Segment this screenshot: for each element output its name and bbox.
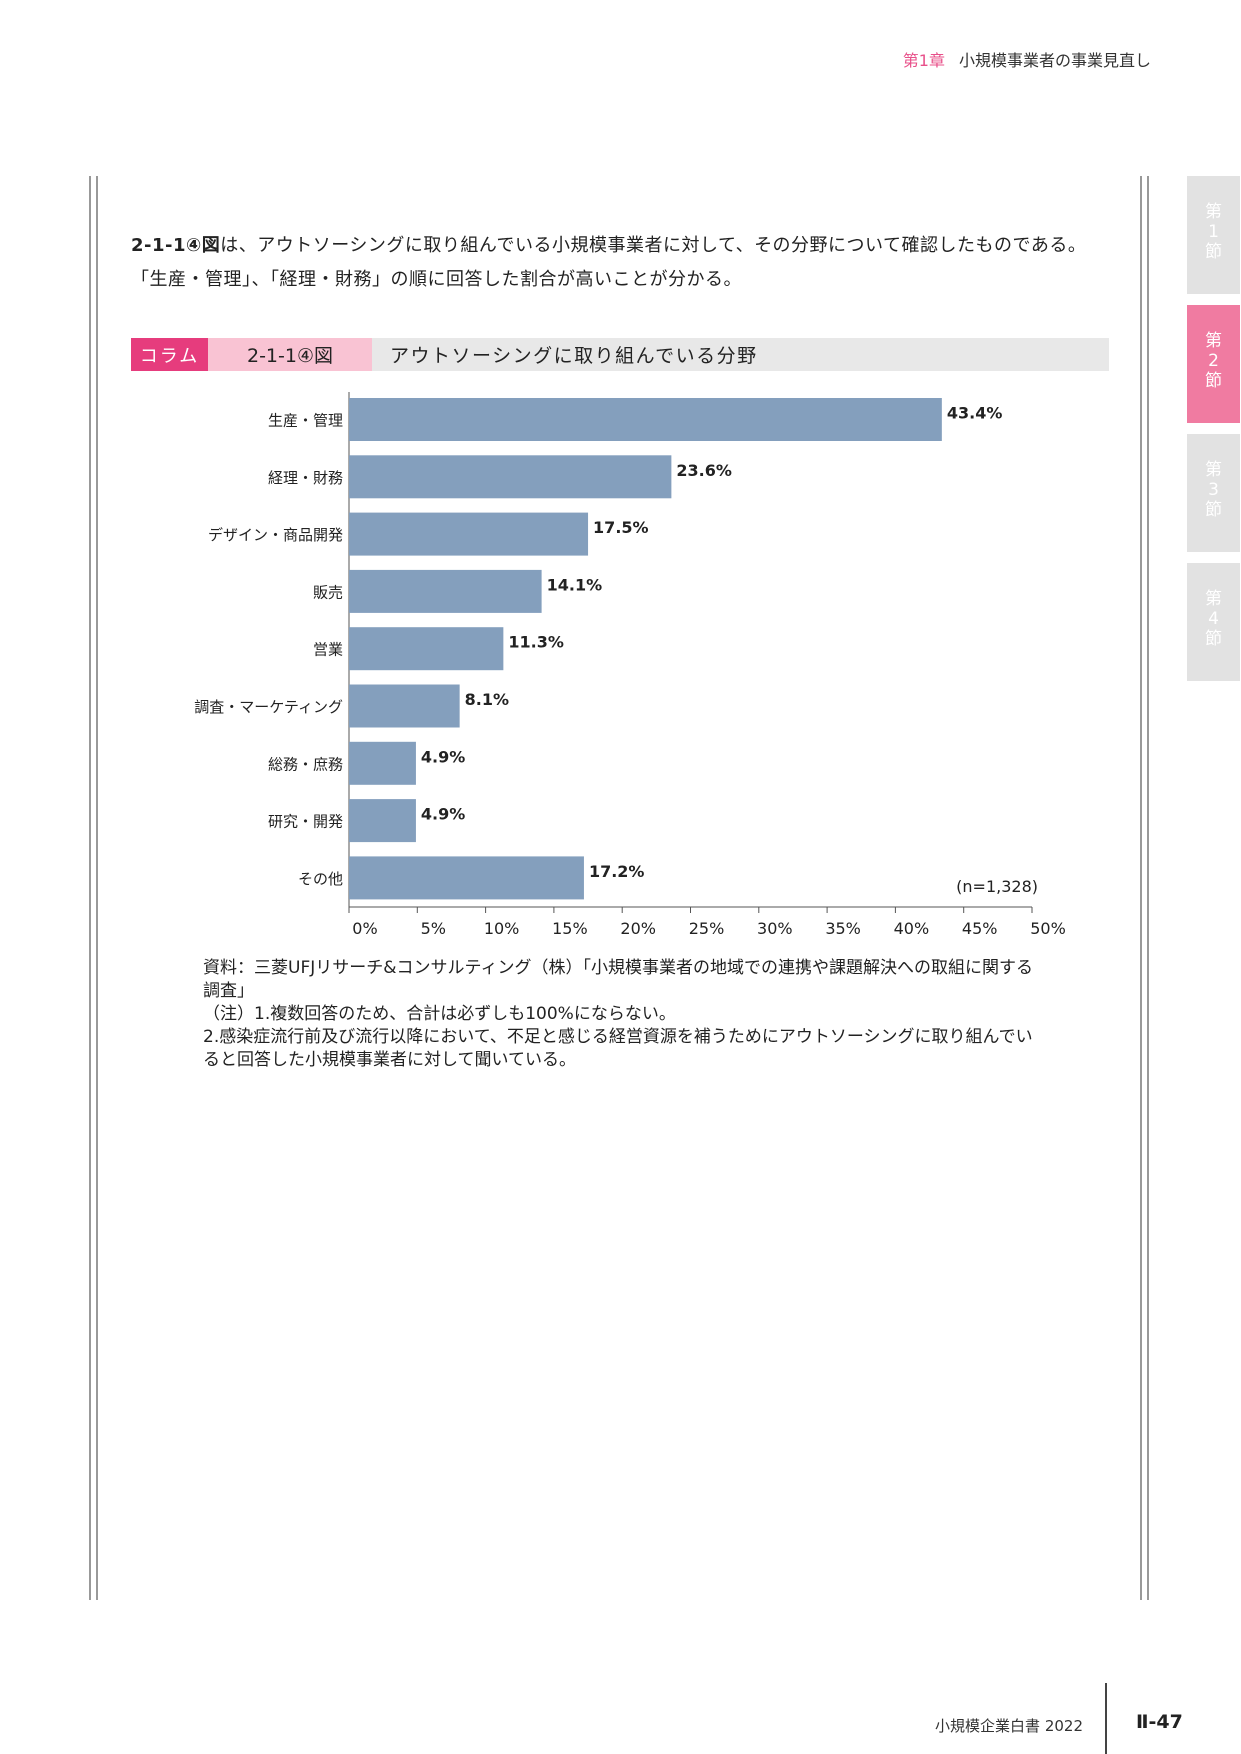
paragraph-text: は、アウトソーシングに取り組んでいる小規模事業者に対して、その分野について確認し…	[131, 235, 1087, 290]
side-tab-section-3[interactable]: 第 3 節	[1187, 434, 1240, 552]
column-badge: コラム	[131, 338, 208, 371]
x-tick-label: 15%	[552, 919, 588, 938]
chapter-title: 小規模事業者の事業見直し	[958, 51, 1151, 70]
sample-size-annotation: (n=1,328)	[956, 877, 1038, 896]
side-tab-label: 節	[1205, 242, 1222, 262]
note-2: 2.感染症流行前及び流行以降において、不足と感じる経営資源を補うためにアウトソー…	[203, 1027, 1033, 1070]
side-tab-label: 2	[1208, 351, 1219, 371]
x-tick-label: 5%	[421, 919, 446, 938]
value-label: 8.1%	[465, 690, 509, 709]
figure-title: アウトソーシングに取り組んでいる分野	[390, 345, 758, 367]
x-tick-label: 25%	[689, 919, 725, 938]
side-tab-section-1[interactable]: 第 1 節	[1187, 176, 1240, 294]
side-tab-section-4[interactable]: 第 4 節	[1187, 563, 1240, 681]
source-note: 資料：三菱UFJリサーチ&コンサルティング（株）「小規模事業者の地域での連携や課…	[203, 958, 1033, 1001]
bar	[349, 627, 504, 671]
bar	[349, 512, 589, 556]
side-tab-label: 4	[1208, 609, 1219, 629]
chapter-number: 第1章	[902, 51, 945, 70]
bar	[349, 398, 942, 441]
value-label: 17.2%	[589, 862, 645, 881]
category-label: 調査・マーケティング	[194, 698, 343, 716]
value-label: 4.9%	[421, 747, 465, 766]
note-1: （注）1.複数回答のため、合計は必ずしも100%にならない。	[203, 1004, 676, 1024]
body-paragraph: 2-1-1④図は、アウトソーシングに取り組んでいる小規模事業者に対して、その分野…	[131, 229, 1111, 297]
side-tab-label: 節	[1205, 500, 1222, 520]
page-number: Ⅱ-47	[1136, 1711, 1183, 1733]
value-label: 4.9%	[421, 805, 465, 824]
side-tab-label: 第	[1205, 460, 1222, 480]
category-label: 総務・庶務	[268, 755, 343, 773]
category-label: 販売	[313, 583, 343, 601]
category-label: 営業	[313, 641, 343, 659]
side-tab-label: 1	[1208, 222, 1219, 242]
side-tab-label: 節	[1205, 629, 1222, 649]
x-tick-label: 20%	[620, 919, 656, 938]
footer-book-title: 小規模企業白書 2022	[935, 1717, 1083, 1735]
side-tab-label: 第	[1205, 589, 1222, 609]
x-tick-label: 10%	[484, 919, 520, 938]
figure-reference: 2-1-1④図	[131, 235, 221, 256]
figure-notes: 資料：三菱UFJリサーチ&コンサルティング（株）「小規模事業者の地域での連携や課…	[203, 957, 1043, 1072]
page-frame-right	[1140, 176, 1149, 1600]
value-label: 14.1%	[547, 575, 603, 594]
bar	[349, 569, 542, 613]
bar	[349, 856, 584, 900]
page-frame-left	[89, 176, 98, 1600]
x-tick-label: 30%	[757, 919, 793, 938]
side-tab-label: 第	[1205, 331, 1222, 351]
value-label: 11.3%	[508, 633, 564, 652]
bar	[349, 455, 672, 499]
x-tick-label: 50%	[1030, 919, 1066, 938]
bar	[349, 799, 416, 843]
bar	[349, 684, 460, 728]
side-tab-label: 節	[1205, 371, 1222, 391]
value-label: 17.5%	[593, 518, 649, 537]
side-tab-section-2[interactable]: 第 2 節	[1187, 305, 1240, 423]
figure-title-bar: コラム 2-1-1④図 アウトソーシングに取り組んでいる分野	[131, 338, 1109, 371]
category-label: その他	[298, 870, 343, 888]
footer-divider	[1105, 1683, 1107, 1754]
category-label: デザイン・商品開発	[208, 526, 343, 544]
bar	[349, 741, 416, 785]
bar-chart: 生産・管理 43.4% 経理・財務 23.6% デザイン・商品開発 17.5% 販売 14.1…	[194, 392, 1066, 938]
running-header: 第1章 小規模事業者の事業見直し	[903, 47, 1151, 71]
x-tick-label: 45%	[962, 919, 998, 938]
value-label: 23.6%	[676, 461, 732, 480]
category-label: 研究・開発	[268, 813, 343, 831]
value-label: 43.4%	[947, 404, 1003, 423]
category-label: 生産・管理	[268, 412, 343, 430]
figure-number: 2-1-1④図	[208, 338, 372, 371]
side-tab-label: 3	[1208, 480, 1219, 500]
x-tick-label: 35%	[825, 919, 861, 938]
category-label: 経理・財務	[268, 469, 343, 487]
x-tick-label: 40%	[894, 919, 930, 938]
x-tick-label: 0%	[352, 919, 377, 938]
side-tab-label: 第	[1205, 202, 1222, 222]
